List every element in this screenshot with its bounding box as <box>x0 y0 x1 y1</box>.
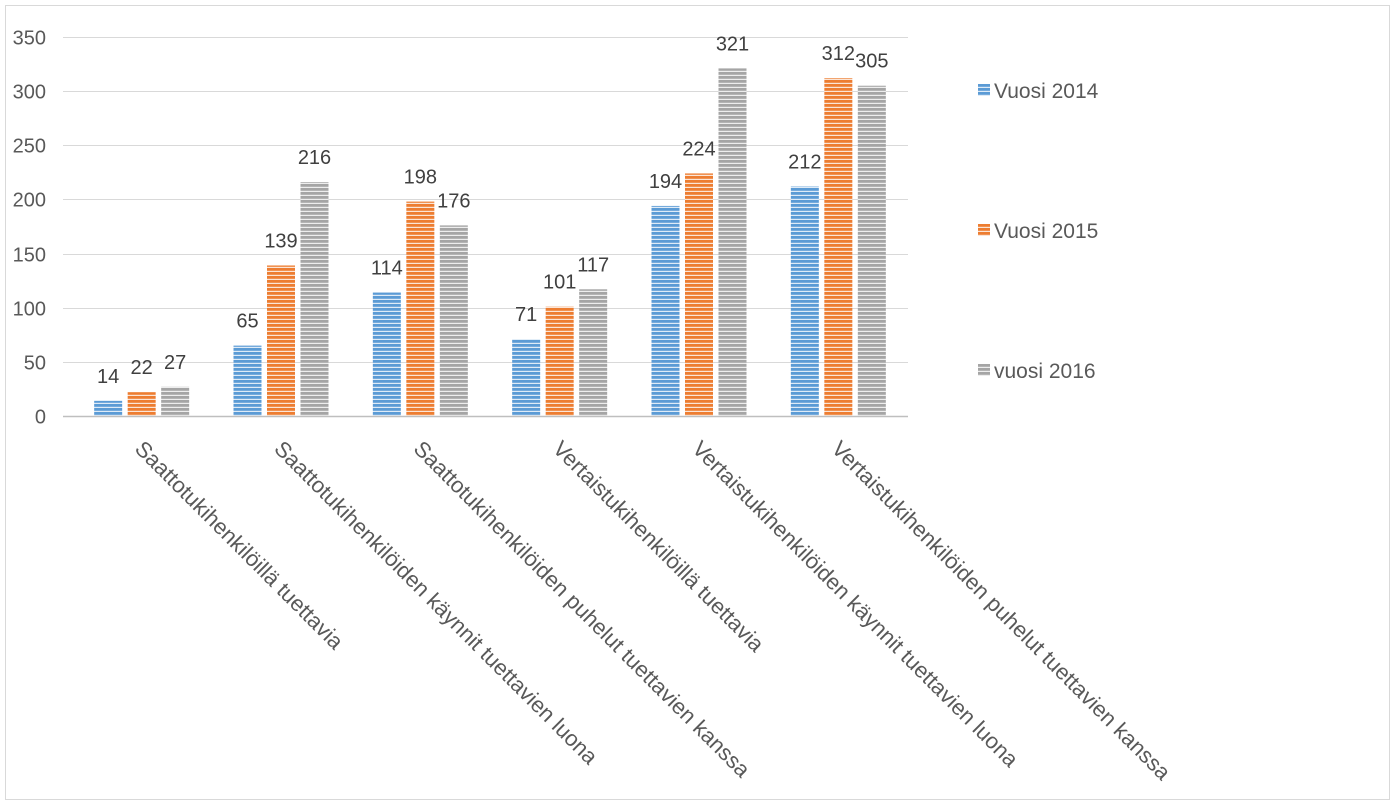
legend-label: Vuosi 2014 <box>994 80 1099 103</box>
legend-label: vuosi 2016 <box>994 360 1096 383</box>
plot-area <box>94 68 886 417</box>
data-label: 117 <box>577 254 609 276</box>
data-label: 27 <box>164 352 186 374</box>
data-label: 65 <box>236 311 258 333</box>
data-label: 71 <box>515 304 537 326</box>
data-label: 114 <box>371 258 403 280</box>
y-tick-label: 250 <box>13 136 46 158</box>
bar <box>651 205 680 416</box>
bar <box>94 400 123 416</box>
y-tick-label: 200 <box>13 190 46 212</box>
data-label: 312 <box>822 43 855 65</box>
data-label: 212 <box>788 151 821 173</box>
bar <box>512 339 541 416</box>
data-label: 176 <box>437 190 470 212</box>
data-label: 14 <box>97 366 119 388</box>
bar <box>685 173 713 416</box>
bar <box>233 345 262 416</box>
data-label: 321 <box>716 33 749 55</box>
bar <box>579 289 608 416</box>
bar <box>545 306 574 416</box>
bar <box>406 201 435 416</box>
legend-swatch <box>978 224 990 236</box>
y-tick-label: 350 <box>13 28 46 50</box>
bar <box>161 386 190 416</box>
data-label: 224 <box>682 138 715 160</box>
bar <box>127 392 156 416</box>
y-tick-label: 150 <box>13 245 46 267</box>
data-label: 198 <box>404 167 437 189</box>
legend-label: Vuosi 2015 <box>994 220 1098 243</box>
bar <box>439 225 468 416</box>
legend: Vuosi 2014 Vuosi 2015 vuosi 2016 <box>978 80 1099 383</box>
data-label: 194 <box>649 171 682 193</box>
bar <box>824 78 853 417</box>
legend-item: Vuosi 2015 <box>978 220 1098 243</box>
legend-item: Vuosi 2014 <box>978 80 1099 103</box>
data-label: 22 <box>131 357 153 379</box>
y-tick-label: 50 <box>24 353 46 375</box>
data-label: 216 <box>298 147 331 169</box>
bar <box>857 85 886 416</box>
data-label: 139 <box>264 230 297 252</box>
bar <box>372 292 401 416</box>
legend-swatch <box>978 364 990 376</box>
legend-swatch <box>978 84 990 96</box>
data-label: 305 <box>855 51 888 73</box>
y-tick-label: 100 <box>13 299 46 321</box>
data-label: 101 <box>543 272 576 294</box>
bar <box>790 186 819 416</box>
gridlines <box>63 37 908 363</box>
bar <box>300 182 329 416</box>
y-tick-label: 0 <box>35 407 46 429</box>
data-labels: 14 65 114 71 194 212 22 139 198 101 224 312 27 216 176… <box>97 33 888 387</box>
y-tick-label: 300 <box>13 82 46 104</box>
legend-item: vuosi 2016 <box>978 360 1096 383</box>
y-axis-tick-labels: 0 50 100 150 200 250 300 350 <box>13 28 46 429</box>
bar <box>718 68 747 416</box>
bar <box>267 265 295 416</box>
